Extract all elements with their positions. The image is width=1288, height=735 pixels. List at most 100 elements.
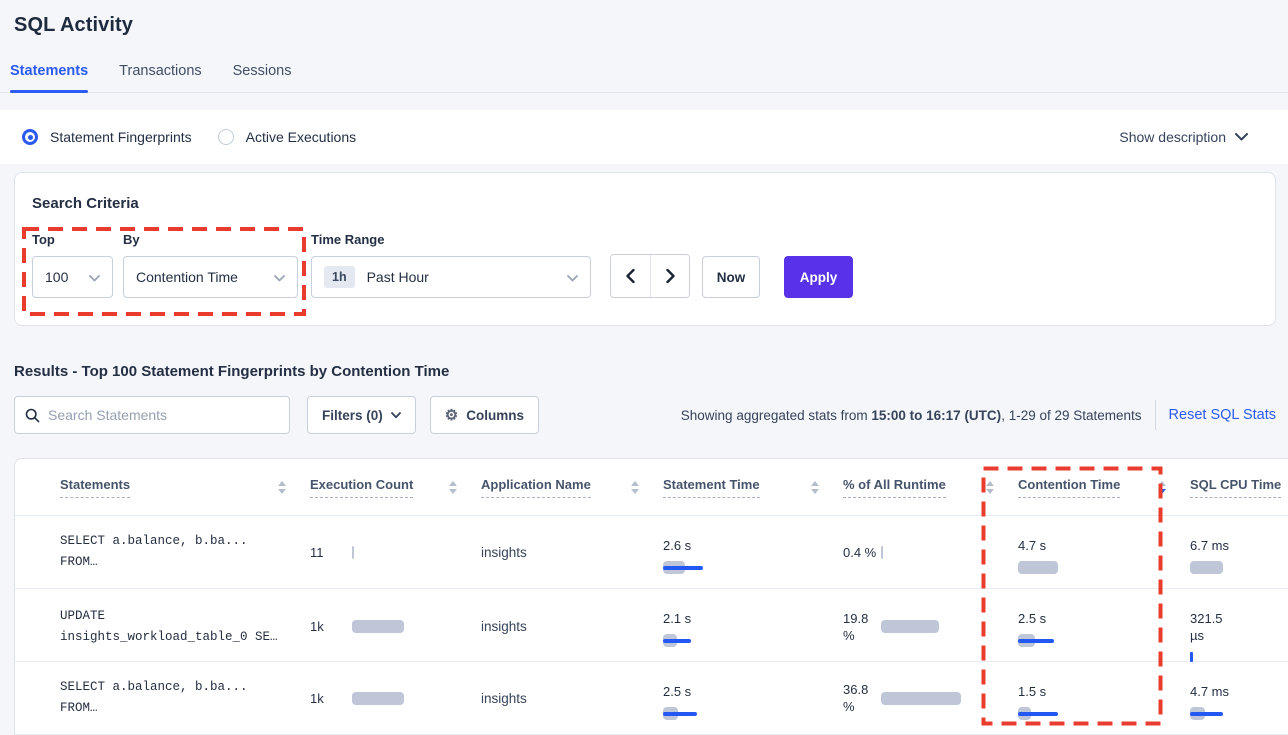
mini-bar <box>1018 634 1118 647</box>
sort-icon[interactable] <box>631 480 639 494</box>
top-select-value: 100 <box>45 269 69 285</box>
radio-statement-fingerprints[interactable]: Statement Fingerprints <box>22 129 192 145</box>
table-row[interactable]: SELECT a.balance, b.ba... FROM… 11 insig… <box>15 516 1288 589</box>
column-header-runtime-pct[interactable]: % of All Runtime <box>843 459 1018 515</box>
columns-button[interactable]: ⚙ Columns <box>429 396 539 434</box>
runtime-pct-cell: 0.4 % <box>843 516 1018 588</box>
statement-time-cell: 2.6 s <box>663 516 843 588</box>
time-range-select[interactable]: 1h Past Hour <box>311 256 591 298</box>
mini-bar <box>352 545 452 559</box>
columns-label: Columns <box>466 407 524 423</box>
mini-bar <box>881 620 981 633</box>
chevron-down-icon <box>274 269 285 285</box>
tab-transactions[interactable]: Transactions <box>119 63 202 79</box>
execution-count-cell: 1k <box>310 589 481 664</box>
execution-count-cell: 1k <box>310 662 481 734</box>
application-name-cell: insights <box>481 619 527 634</box>
filters-button[interactable]: Filters (0) <box>307 396 416 434</box>
chevron-down-icon <box>89 269 100 285</box>
show-description-toggle[interactable]: Show description <box>1119 129 1248 145</box>
contention-time-cell: 2.5 s <box>1018 589 1190 664</box>
sort-icon-descending[interactable] <box>1158 480 1166 494</box>
results-heading: Results - Top 100 Statement Fingerprints… <box>14 363 450 380</box>
statement-time-cell: 2.5 s <box>663 662 843 734</box>
showing-stats-text: Showing aggregated stats from 15:00 to 1… <box>680 407 1142 423</box>
sort-icon[interactable] <box>986 480 994 494</box>
tab-sessions[interactable]: Sessions <box>232 63 292 79</box>
time-range-badge: 1h <box>324 266 355 288</box>
mini-bar <box>663 707 763 720</box>
runtime-pct-cell: 19.8 % <box>843 589 1018 664</box>
statement-fingerprint-link[interactable]: SELECT a.balance, b.ba... FROM… <box>60 680 248 715</box>
tab-bar: Statements Transactions Sessions <box>0 62 1288 93</box>
tab-statements[interactable]: Statements <box>10 62 89 93</box>
column-header-sql-cpu-time[interactable]: SQL CPU Time <box>1190 459 1288 515</box>
sql-cpu-time-cell: 4.7 ms <box>1190 662 1288 734</box>
mini-bar <box>1190 561 1288 574</box>
sort-icon[interactable] <box>811 480 819 494</box>
chevron-down-icon <box>1235 133 1248 141</box>
runtime-pct-cell: 36.8 % <box>843 662 1018 734</box>
mini-bar <box>881 545 981 559</box>
mini-bar <box>663 634 763 647</box>
time-step-buttons <box>610 254 690 298</box>
column-header-statements[interactable]: Statements <box>46 459 310 515</box>
next-time-button[interactable] <box>650 255 689 297</box>
mini-bar <box>663 561 763 574</box>
previous-time-button[interactable] <box>611 255 650 297</box>
mini-bar <box>1018 561 1118 574</box>
view-mode-bar: Statement Fingerprints Active Executions… <box>0 110 1288 164</box>
search-criteria-fields: Top 100 By Contention Time Time Range 1h… <box>32 232 1275 298</box>
search-icon <box>25 408 40 422</box>
table-row[interactable]: SELECT a.balance, b.ba... FROM… 1k insig… <box>15 662 1288 735</box>
mini-bar <box>881 691 981 705</box>
radio-unselected-icon[interactable] <box>217 129 234 145</box>
results-toolbar: Filters (0) ⚙ Columns Showing aggregated… <box>14 396 1276 434</box>
top-field: Top 100 <box>32 232 113 298</box>
by-field: By Contention Time <box>123 232 298 298</box>
by-select-value: Contention Time <box>136 269 238 285</box>
radio-active-executions[interactable]: Active Executions <box>217 129 356 145</box>
mini-bar <box>352 691 452 705</box>
table-row[interactable]: UPDATE insights_workload_table_0 SE… 1k … <box>15 589 1288 662</box>
top-label: Top <box>32 232 55 247</box>
time-range-value: Past Hour <box>366 269 429 285</box>
sort-icon[interactable] <box>449 480 457 494</box>
contention-time-cell: 1.5 s <box>1018 662 1190 734</box>
now-button[interactable]: Now <box>702 256 760 298</box>
mini-bar <box>1018 707 1118 720</box>
statements-table: Statements Execution Count Application N… <box>14 458 1288 735</box>
mini-bar <box>1190 651 1288 664</box>
by-select[interactable]: Contention Time <box>123 256 298 298</box>
reset-sql-stats-link[interactable]: Reset SQL Stats <box>1168 407 1276 423</box>
page-header: SQL Activity <box>0 0 1288 38</box>
toolbar-divider <box>1154 400 1156 430</box>
chevron-down-icon <box>567 269 578 285</box>
statement-fingerprint-link[interactable]: SELECT a.balance, b.ba... FROM… <box>60 534 248 569</box>
column-header-application-name[interactable]: Application Name <box>481 459 663 515</box>
application-name-cell: insights <box>481 690 527 706</box>
mini-bar <box>1190 707 1288 720</box>
search-box[interactable] <box>14 396 290 434</box>
mini-bar <box>352 620 452 633</box>
page-title: SQL Activity <box>14 14 134 36</box>
search-input[interactable] <box>48 407 279 423</box>
column-header-statement-time[interactable]: Statement Time <box>663 459 843 515</box>
sort-icon[interactable] <box>278 480 286 494</box>
apply-button[interactable]: Apply <box>784 256 853 298</box>
search-criteria-card: Search Criteria Top 100 By Contention Ti… <box>14 172 1276 326</box>
time-range-field: Time Range 1h Past Hour <box>311 232 591 298</box>
column-header-contention-time[interactable]: Contention Time <box>1018 459 1190 515</box>
statement-fingerprint-link[interactable]: UPDATE insights_workload_table_0 SE… <box>60 608 278 644</box>
top-select[interactable]: 100 <box>32 256 113 298</box>
chevron-left-icon <box>626 269 635 283</box>
application-name-cell: insights <box>481 544 527 560</box>
execution-count-cell: 11 <box>310 516 481 588</box>
gear-icon: ⚙ <box>444 406 459 424</box>
column-header-execution-count[interactable]: Execution Count <box>310 459 481 515</box>
filters-label: Filters (0) <box>322 407 383 423</box>
time-range-label: Time Range <box>311 232 385 247</box>
radio-selected-icon[interactable] <box>22 129 38 145</box>
showing-time-range: 15:00 to 16:17 (UTC) <box>871 407 1002 423</box>
